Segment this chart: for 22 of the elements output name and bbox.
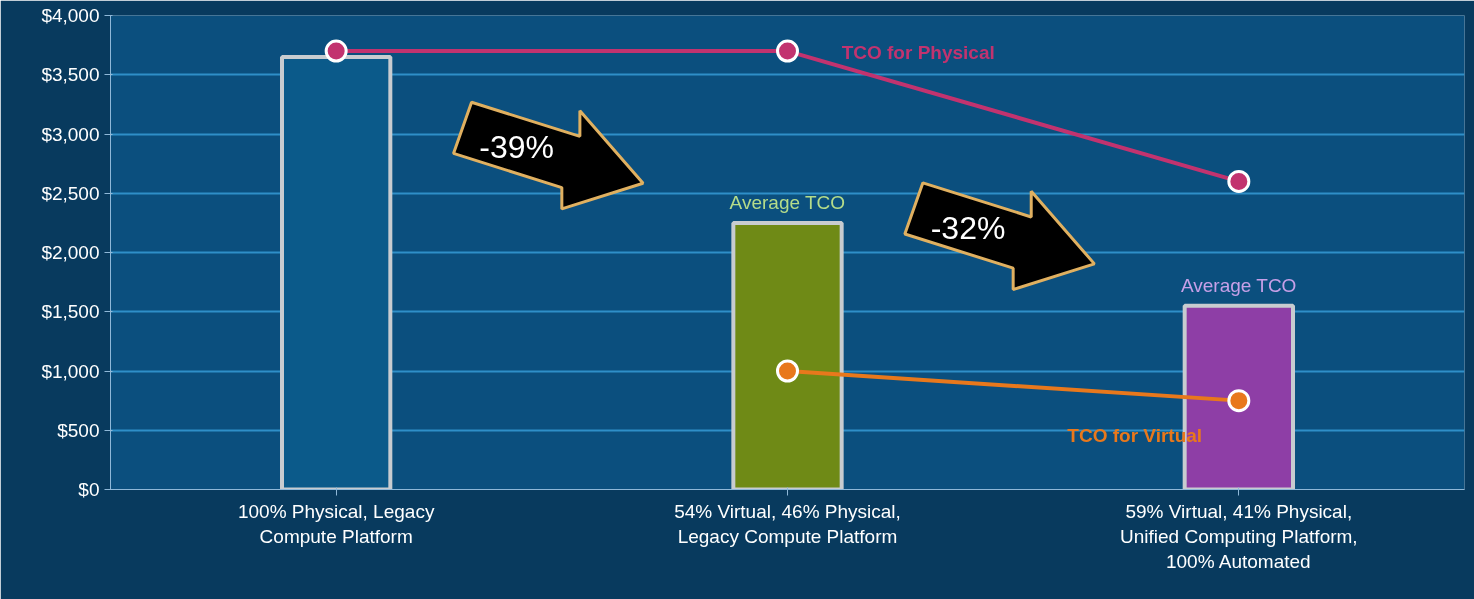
- y-tick-label: $4,000: [41, 5, 100, 26]
- y-tick-label: $3,000: [41, 123, 100, 145]
- x-tick-label: 54% Virtual, 46% Physical, Legacy Compute Platform: [674, 500, 901, 547]
- point: [776, 359, 799, 383]
- y-tick-label: $2,000: [41, 242, 100, 263]
- point: [324, 39, 348, 63]
- x-tick-label: 59% Virtual, 41% Physical, Unified Computing Platform, 100% Automated: [1120, 500, 1358, 572]
- annotation: Average TCO: [729, 191, 846, 213]
- y-tick-label: $1,500: [41, 301, 100, 323]
- y-tick-label: $0: [78, 479, 100, 500]
- point: [1227, 389, 1251, 413]
- x-tick-label: 100% Physical, Legacy Compute Platform: [237, 500, 435, 547]
- annotation: Average TCO: [1180, 274, 1297, 296]
- point: [1227, 169, 1251, 193]
- point: [776, 39, 799, 63]
- y-tick-label: $1,000: [41, 360, 100, 382]
- y-tick-label: $2,500: [41, 182, 100, 204]
- y-tick-label: $3,500: [41, 64, 100, 86]
- series-label: TCO for Physical: [841, 42, 995, 64]
- annotation: -32%: [930, 209, 1006, 246]
- annotation: -39%: [479, 129, 555, 166]
- y-tick-label: $500: [57, 419, 100, 441]
